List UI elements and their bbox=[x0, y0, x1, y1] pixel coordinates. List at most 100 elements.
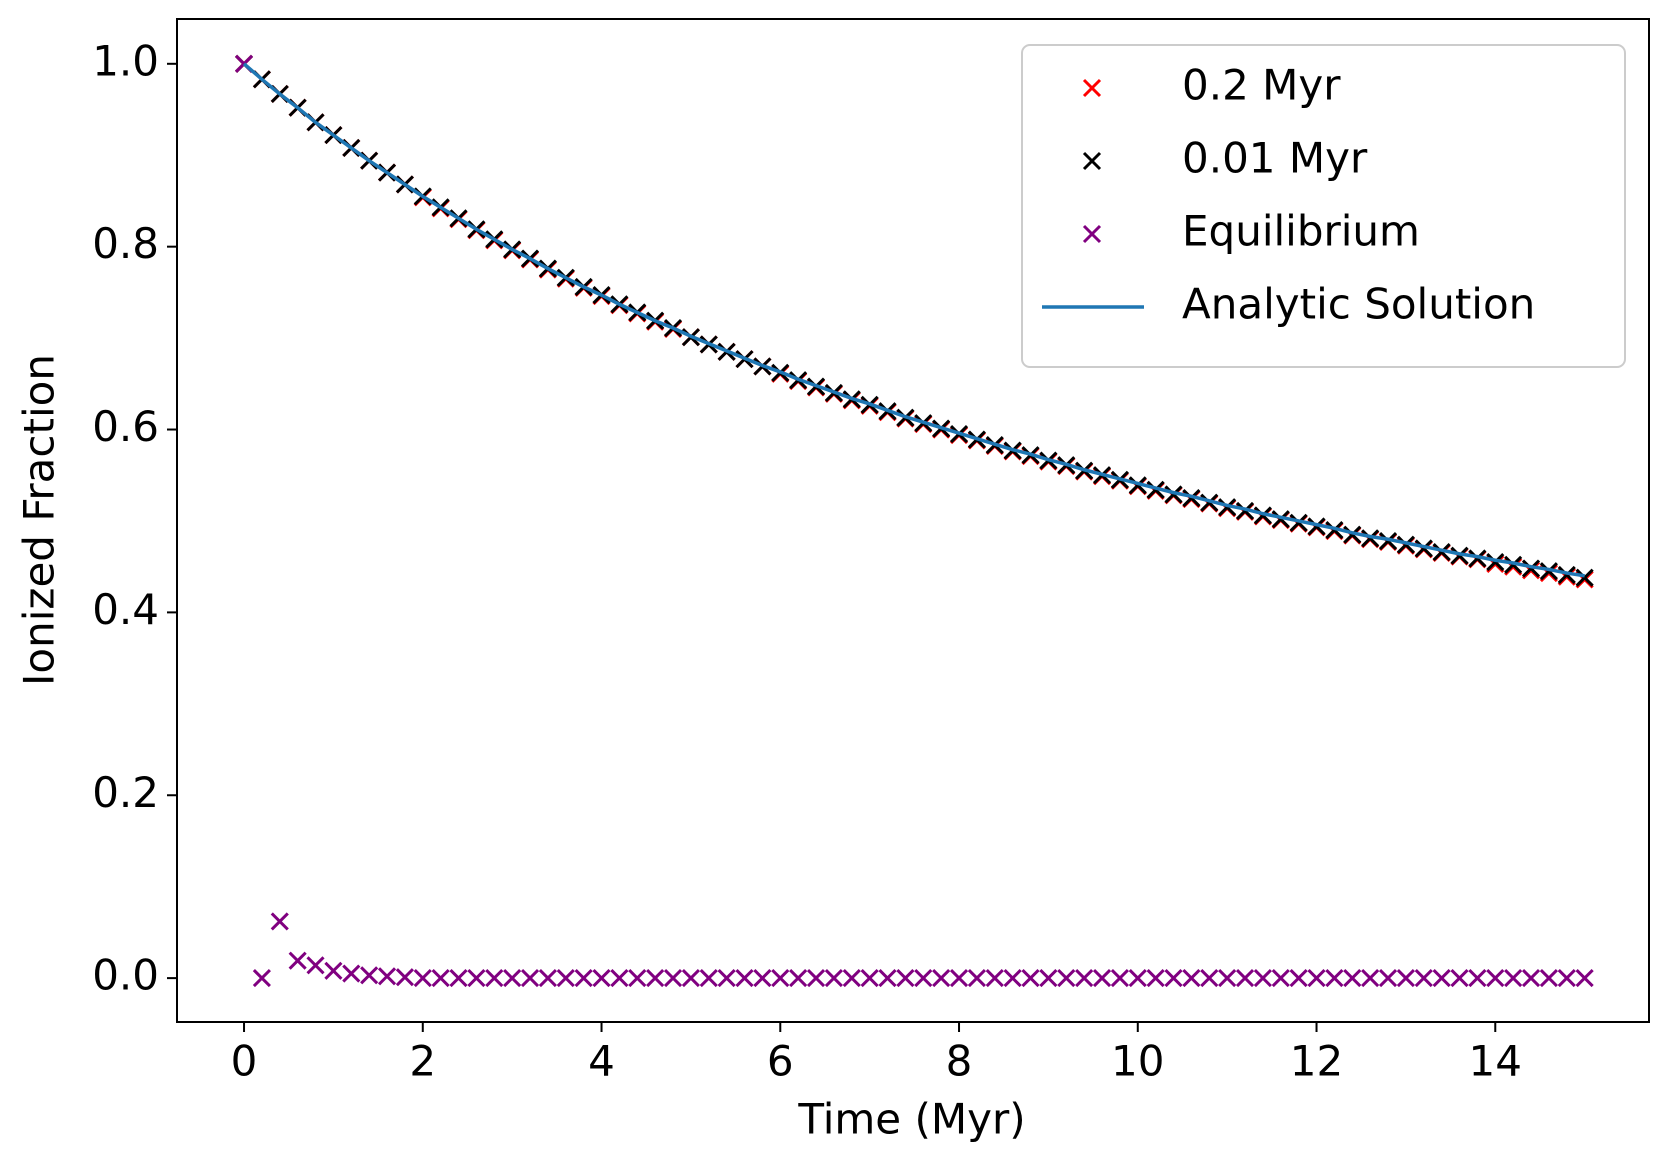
data-point bbox=[377, 967, 397, 986]
data-point bbox=[431, 969, 450, 988]
data-point bbox=[1182, 969, 1201, 988]
data-point bbox=[753, 969, 772, 988]
data-point bbox=[1200, 493, 1219, 512]
data-point bbox=[1396, 535, 1415, 554]
plot-frame bbox=[176, 18, 1650, 1023]
data-point bbox=[1200, 969, 1219, 988]
data-point bbox=[252, 969, 271, 988]
data-point bbox=[610, 969, 629, 988]
data-point bbox=[771, 969, 790, 988]
data-point bbox=[1343, 525, 1362, 544]
data-point bbox=[1325, 521, 1344, 540]
data-point bbox=[342, 964, 361, 983]
data-point bbox=[1164, 969, 1183, 988]
data-point bbox=[467, 969, 486, 988]
data-point bbox=[413, 969, 432, 988]
data-point bbox=[1486, 969, 1505, 988]
x-tick-label: 2 bbox=[409, 1037, 436, 1086]
data-point bbox=[1021, 969, 1040, 988]
data-point bbox=[503, 969, 522, 988]
data-point bbox=[1343, 969, 1362, 988]
data-point bbox=[1414, 969, 1433, 988]
y-tick-label: 1.0 bbox=[92, 36, 159, 85]
legend-label: Equilibrium bbox=[1182, 207, 1420, 256]
data-point bbox=[395, 968, 414, 987]
data-point bbox=[1307, 969, 1326, 988]
data-point bbox=[932, 969, 951, 988]
data-point bbox=[1182, 489, 1201, 508]
data-point bbox=[1468, 969, 1487, 988]
data-point bbox=[1432, 542, 1451, 562]
data-point bbox=[1557, 969, 1576, 988]
data-point bbox=[1432, 969, 1451, 988]
y-axis-label: Ionized Fraction bbox=[15, 354, 64, 686]
legend-marker bbox=[1082, 224, 1102, 244]
x-tick-label: 4 bbox=[588, 1037, 615, 1086]
data-point bbox=[1378, 969, 1398, 988]
data-point bbox=[896, 969, 915, 988]
data-point bbox=[520, 969, 540, 988]
data-point bbox=[538, 969, 557, 988]
data-point bbox=[574, 969, 593, 988]
data-point bbox=[1539, 562, 1558, 581]
data-point bbox=[628, 969, 647, 988]
data-point bbox=[1539, 969, 1558, 988]
data-point bbox=[985, 969, 1004, 988]
data-point bbox=[789, 969, 808, 988]
data-point bbox=[1271, 969, 1290, 988]
data-point bbox=[1057, 969, 1076, 988]
legend-marker bbox=[1082, 151, 1102, 171]
data-point bbox=[1289, 513, 1308, 532]
data-point bbox=[1271, 510, 1290, 529]
data-point bbox=[1378, 532, 1398, 551]
data-point bbox=[914, 969, 933, 988]
data-point bbox=[485, 969, 504, 988]
data-point bbox=[1468, 549, 1487, 568]
data-point bbox=[1146, 480, 1165, 499]
data-point bbox=[1557, 565, 1576, 584]
data-point bbox=[967, 969, 986, 988]
data-point bbox=[860, 969, 879, 988]
legend-box bbox=[1021, 44, 1626, 368]
y-tick-label: 0.0 bbox=[92, 951, 159, 1000]
data-point bbox=[1039, 969, 1058, 988]
data-point bbox=[1003, 969, 1022, 988]
data-point bbox=[1450, 969, 1469, 988]
x-tick-label: 8 bbox=[946, 1037, 973, 1086]
x-tick-label: 12 bbox=[1290, 1037, 1343, 1086]
data-point bbox=[1075, 969, 1094, 988]
data-point bbox=[449, 969, 468, 988]
data-point bbox=[663, 969, 683, 988]
data-point bbox=[1218, 498, 1237, 517]
data-point bbox=[1146, 969, 1165, 988]
data-point bbox=[1218, 969, 1237, 988]
data-point bbox=[735, 969, 754, 988]
legend-label: Analytic Solution bbox=[1182, 280, 1535, 329]
data-point bbox=[1325, 969, 1344, 988]
data-point bbox=[288, 951, 307, 970]
data-point bbox=[1307, 517, 1326, 536]
data-point bbox=[1235, 969, 1255, 988]
data-point bbox=[699, 969, 718, 988]
data-point bbox=[556, 969, 575, 988]
y-tick-label: 0.2 bbox=[92, 768, 159, 817]
data-point bbox=[1253, 969, 1272, 988]
data-point bbox=[1575, 969, 1594, 988]
data-point bbox=[646, 969, 665, 988]
x-tick-label: 14 bbox=[1469, 1037, 1522, 1086]
data-point bbox=[324, 961, 343, 980]
data-point bbox=[1128, 969, 1147, 988]
legend-marker bbox=[1082, 78, 1102, 98]
data-point bbox=[1396, 969, 1415, 988]
y-tick-label: 0.6 bbox=[92, 402, 159, 451]
data-point bbox=[878, 969, 897, 988]
data-point bbox=[806, 969, 826, 988]
data-point bbox=[592, 969, 611, 988]
data-point bbox=[1521, 559, 1541, 578]
data-point bbox=[717, 969, 736, 988]
data-point bbox=[824, 969, 843, 988]
data-point bbox=[1504, 969, 1523, 988]
data-point bbox=[1289, 969, 1308, 988]
data-point bbox=[1361, 969, 1380, 988]
